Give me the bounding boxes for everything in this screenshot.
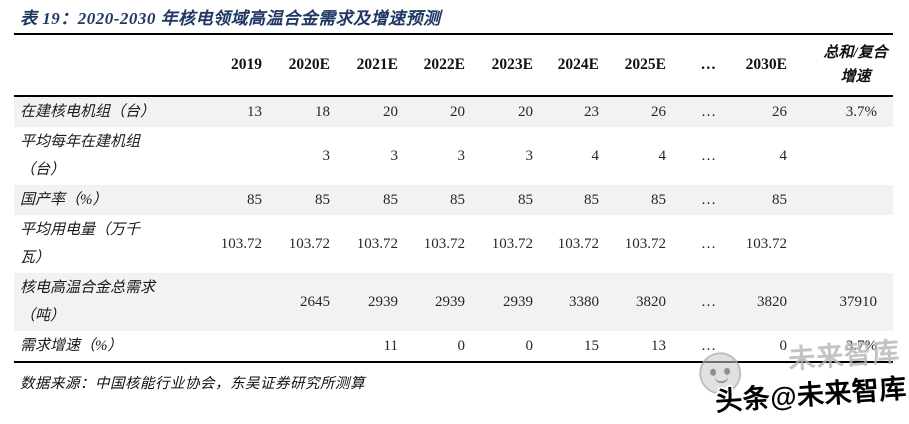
column-header: 2023E <box>476 34 544 97</box>
row-label: 核电高温合金总需求 （吨） <box>20 280 156 324</box>
cell: 0 <box>779 338 788 354</box>
cell: 13 <box>651 338 666 354</box>
cell: 26 <box>772 104 787 120</box>
cell: 3 <box>390 148 399 164</box>
cell: 85 <box>315 192 330 208</box>
cell: … <box>701 192 716 208</box>
table-row: 核电高温合金总需求 （吨） 2645 2939 2939 2939 3380 3820 … 38… <box>14 273 893 331</box>
column-header-total-line: 总和/复合 <box>823 45 888 61</box>
cell: 103.72 <box>220 236 262 252</box>
row-label: 平均每年在建机组 （台） <box>20 134 141 178</box>
data-source: 数据来源：中国核能行业协会，东吴证券研究所测算 <box>20 376 365 392</box>
column-header-spacer <box>14 34 210 97</box>
cell: 3 <box>322 148 331 164</box>
column-header-total-line: 增速 <box>840 69 871 85</box>
cell: 103.72 <box>288 236 330 252</box>
cell: 4 <box>591 148 600 164</box>
cell: 85 <box>383 192 398 208</box>
cell: 3820 <box>757 294 787 310</box>
column-header: 2030E <box>722 34 798 97</box>
cell: … <box>701 236 716 252</box>
cell: 20 <box>518 104 533 120</box>
cell: 3 <box>525 148 534 164</box>
cell <box>798 127 893 185</box>
table-row: 国产率（%） 85 85 85 85 85 85 85 … 85 <box>14 185 893 215</box>
cell: 3.7% <box>845 104 877 120</box>
cell: 85 <box>450 192 465 208</box>
table-row: 平均每年在建机组 （台） 3 3 3 3 4 4 … 4 <box>14 127 893 185</box>
table-title: 表 19：2020-2030 年核电领域高温合金需求及增速预测 <box>20 9 441 28</box>
cell: 15 <box>584 338 599 354</box>
cell: … <box>701 338 716 354</box>
cell: 3.7% <box>845 338 877 354</box>
row-label: 平均用电量（万千 瓦） <box>20 222 141 266</box>
column-header: 2019 <box>210 34 273 97</box>
cell: 20 <box>450 104 465 120</box>
table-row: 在建核电机组（台） 13 18 20 20 20 23 26 … 26 3.7% <box>14 96 893 127</box>
cell: 18 <box>315 104 330 120</box>
cell: 2939 <box>368 294 398 310</box>
cell: 37910 <box>839 294 878 310</box>
cell <box>798 215 893 273</box>
cell: 3820 <box>636 294 666 310</box>
cell: 103.72 <box>356 236 398 252</box>
cell: 20 <box>383 104 398 120</box>
column-header: 2024E <box>544 34 610 97</box>
cell: 23 <box>584 104 599 120</box>
cell: 4 <box>658 148 667 164</box>
table-row: 需求增速（%） 11 0 0 15 13 … 0 3.7% <box>14 331 893 362</box>
column-header: 2020E <box>273 34 341 97</box>
cell: 103.72 <box>491 236 533 252</box>
row-label: 在建核电机组（台） <box>20 104 156 120</box>
cell: 0 <box>525 338 534 354</box>
cell: … <box>701 104 716 120</box>
cell: 103.72 <box>557 236 599 252</box>
table-body: 在建核电机组（台） 13 18 20 20 20 23 26 … 26 3.7% 平均每年在建机组 （… <box>14 96 893 362</box>
table-row: 平均用电量（万千 瓦） 103.72 103.72 103.72 103.72 103.7… <box>14 215 893 273</box>
page: 表 19：2020-2030 年核电领域高温合金需求及增速预测 2019 2020… <box>14 9 908 417</box>
cell: 85 <box>247 192 262 208</box>
cell: 3380 <box>569 294 599 310</box>
cell: 3 <box>457 148 466 164</box>
cell: 2939 <box>503 294 533 310</box>
cell <box>210 127 273 185</box>
cell: 85 <box>651 192 666 208</box>
cell: 0 <box>457 338 466 354</box>
row-label: 需求增速（%） <box>20 338 123 354</box>
cell: 26 <box>651 104 666 120</box>
cell: 4 <box>779 148 788 164</box>
data-table: 2019 2020E 2021E 2022E 2023E 2024E 2025E… 2030E… <box>14 33 893 363</box>
cell: 2645 <box>300 294 330 310</box>
cell <box>798 185 893 215</box>
column-header: 2022E <box>409 34 476 97</box>
cell <box>210 273 273 331</box>
cell: 103.72 <box>624 236 666 252</box>
table-header-row: 2019 2020E 2021E 2022E 2023E 2024E 2025E… 2030E… <box>14 34 893 97</box>
column-header: 2021E <box>341 34 409 97</box>
cell: 85 <box>772 192 787 208</box>
row-label: 国产率（%） <box>20 192 108 208</box>
cell <box>273 331 341 362</box>
cell: 2939 <box>435 294 465 310</box>
cell: 11 <box>383 338 398 354</box>
cell: 103.72 <box>745 236 787 252</box>
column-header-total: 总和/复合增速 <box>798 34 893 97</box>
column-header: 2025E <box>610 34 677 97</box>
cell: 103.72 <box>423 236 465 252</box>
cell: 13 <box>247 104 262 120</box>
cell <box>210 331 273 362</box>
cell: … <box>701 148 716 164</box>
cell: … <box>701 294 716 310</box>
column-header: … <box>677 34 722 97</box>
cell: 85 <box>518 192 533 208</box>
cell: 85 <box>584 192 599 208</box>
